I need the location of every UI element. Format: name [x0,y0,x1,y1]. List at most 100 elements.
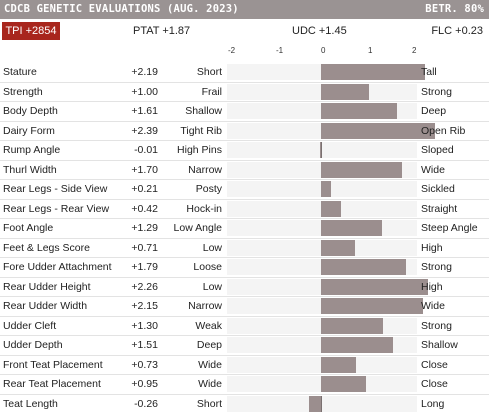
trait-value: +1.00 [131,85,158,98]
trait-high-label: Strong [421,319,452,332]
trait-low-label: Low [202,280,222,293]
trait-row: Rear Legs - Side View +0.21 Posty Sickled [0,180,489,200]
trait-bar [320,142,321,158]
trait-high-label: Strong [421,85,452,98]
trait-value: -0.01 [134,144,158,156]
trait-name: Rear Legs - Rear View [3,202,110,215]
row-divider [0,198,489,200]
trait-bar-track [227,395,417,412]
trait-high-label: Steep Angle [421,222,478,234]
trait-bar [321,220,383,236]
trait-bar [321,239,355,256]
summary-row: TPI +2854 PTAT +1.87 UDC +1.45 FLC +0.23 [0,21,489,41]
trait-name: Teat Length [3,397,58,410]
trait-high-label: Long [421,397,445,410]
trait-name: Stature [3,66,37,78]
trait-row: Body Depth +1.61 Shallow Deep [0,102,489,122]
trait-bar-track [227,356,417,373]
trait-high-label: Sloped [421,144,454,156]
trait-bar-track [227,317,417,334]
trait-low-label: Hock-in [186,202,222,215]
trait-value: +0.71 [131,241,158,254]
trait-bar-track [227,64,426,80]
trait-low-label: Frail [201,85,222,98]
trait-high-label: Shallow [421,339,458,351]
trait-value: +0.42 [131,202,158,215]
trait-low-label: Low [202,241,222,254]
trait-bar-track [227,298,424,314]
trait-value: +1.61 [131,105,158,117]
trait-high-label: Strong [421,261,452,273]
trait-bar [321,259,407,275]
zero-line [321,142,322,158]
ptat-value: PTAT +1.87 [133,25,191,37]
trait-name: Udder Cleft [3,319,57,332]
trait-name: Foot Angle [3,222,54,234]
trait-row: Front Teat Placement +0.73 Wide Close [0,356,489,375]
trait-high-label: High [421,241,443,254]
trait-name: Dairy Form [3,124,55,137]
trait-row: Strength +1.00 Frail Strong [0,83,489,102]
trait-row: Rear Legs - Rear View +0.42 Hock-in Straigh… [0,200,489,219]
trait-row: Rear Teat Placement +0.95 Wide Close [0,375,489,395]
row-divider [0,257,489,258]
trait-bar-track [227,142,417,158]
trait-row: Thurl Width +1.70 Narrow Wide [0,161,489,180]
reliability-label: BETR. 80% [425,3,484,15]
trait-bar [321,356,356,373]
trait-bar [321,181,331,197]
trait-value: +1.70 [131,163,158,176]
row-divider [0,276,489,278]
flc-value: FLC +0.23 [431,25,483,37]
trait-row: Feet & Legs Score +0.71 Low High [0,239,489,258]
trait-bar-track [227,161,417,178]
row-divider [0,335,489,336]
trait-row: Udder Depth +1.51 Deep Shallow [0,336,489,356]
trait-value: +1.79 [131,261,158,273]
trait-bar-track [227,337,417,353]
trait-low-label: Short [196,66,222,78]
trait-high-label: Open Rib [421,124,466,137]
trait-low-label: Shallow [185,105,222,117]
trait-bar-track [227,259,417,275]
trait-name: Rump Angle [3,144,61,156]
row-divider [0,101,489,102]
trait-high-label: Close [421,378,448,390]
trait-bar-track [227,278,429,295]
trait-high-label: High [421,280,443,293]
trait-name: Body Depth [3,105,58,117]
trait-low-label: Weak [195,319,222,332]
trait-bar-track [227,220,417,236]
trait-name: Strength [3,85,43,98]
trait-bar [308,395,321,412]
trait-low-label: Deep [196,339,222,351]
row-divider [0,81,489,83]
trait-bar [321,376,367,392]
row-divider [0,374,489,375]
trait-row: Foot Angle +1.29 Low Angle Steep Angle [0,219,489,239]
trait-value: +2.15 [131,300,158,312]
trait-high-label: Close [421,358,448,371]
trait-high-label: Tall [421,66,437,78]
trait-row: Rear Udder Width +2.15 Narrow Wide [0,297,489,317]
trait-value: +1.30 [131,319,158,332]
trait-low-label: Posty [195,183,222,195]
row-divider [0,159,489,161]
trait-name: Rear Udder Width [3,300,88,312]
trait-bar-track [227,83,417,100]
row-divider [0,140,489,141]
trait-bar-track [227,103,417,119]
trait-low-label: Low Angle [173,222,222,234]
tpi-badge: TPI +2854 [2,22,60,40]
trait-bar [321,103,398,119]
trait-value: +0.73 [131,358,158,371]
trait-bar [321,317,383,334]
trait-name: Udder Depth [3,339,63,351]
zero-line [321,395,322,412]
trait-low-label: Loose [193,261,222,273]
trait-low-label: Short [196,397,222,410]
trait-row: Dairy Form +2.39 Tight Rib Open Rib [0,122,489,141]
trait-high-label: Sickled [421,183,455,195]
trait-name: Rear Udder Height [3,280,91,293]
trait-bar-track [227,181,417,197]
